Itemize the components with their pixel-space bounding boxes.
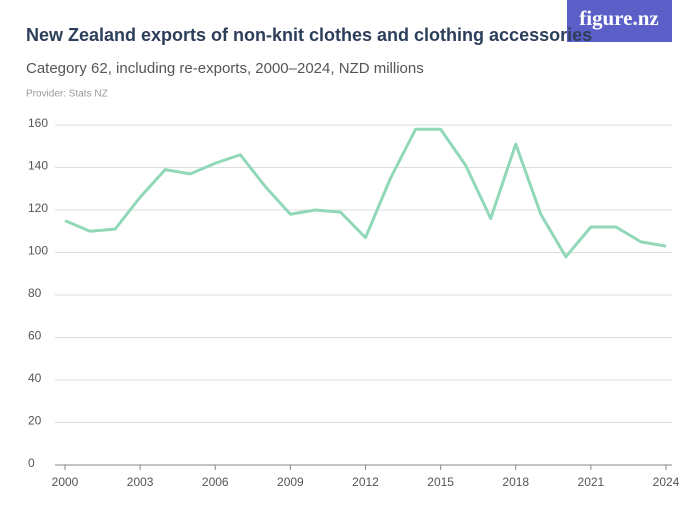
logo-box [567,0,672,42]
source: Provider: Stats NZ [26,89,108,100]
logo[interactable]: figure.nz [579,6,659,30]
x-tick-label: 2003 [127,475,154,489]
x-tick-label: 2021 [578,475,605,489]
x-tick-label: 2012 [352,475,379,489]
y-tick-label: 0 [28,456,35,470]
y-tick-label: 160 [28,116,48,130]
chart-title: New Zealand exports of non-knit clothes … [26,25,592,45]
y-tick-label: 80 [28,286,42,300]
y-tick-label: 140 [28,159,48,173]
data-line [64,127,667,259]
y-tick-label: 40 [28,371,42,385]
x-tick-label: 2000 [52,475,79,489]
chart-subtitle: Category 62, including re-exports, 2000–… [26,60,424,77]
y-tick-label: 20 [28,414,42,428]
x-tick-label: 2009 [277,475,304,489]
x-tick-label: 2018 [502,475,529,489]
x-tick-label: 2006 [202,475,229,489]
y-tick-label: 60 [28,329,42,343]
x-tick-label: 2015 [427,475,454,489]
x-tick-label: 2024 [653,475,680,489]
y-tick-label: 100 [28,244,48,258]
y-tick-label: 120 [28,201,48,215]
